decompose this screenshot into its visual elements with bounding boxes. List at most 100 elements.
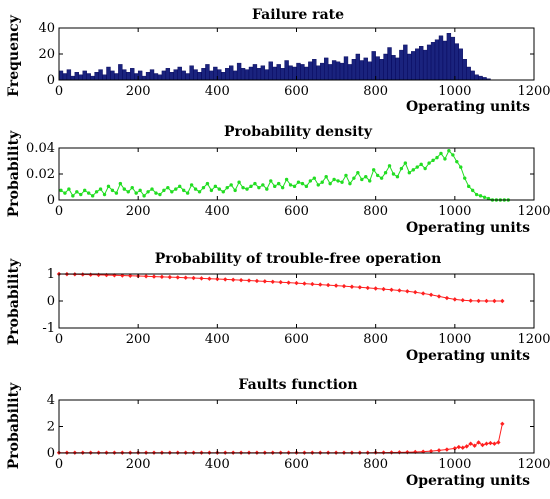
data-point <box>411 168 415 172</box>
data-point <box>328 181 332 186</box>
axes-frame <box>58 399 535 454</box>
data-point <box>423 166 427 171</box>
histogram-bar <box>213 66 218 81</box>
histogram-bar <box>177 66 182 81</box>
histogram-bar <box>316 65 321 81</box>
histogram-bar <box>478 75 483 81</box>
histogram-bar <box>399 49 404 81</box>
data-point <box>488 440 493 446</box>
histogram-bar <box>169 71 174 81</box>
data-point <box>341 283 347 289</box>
data-point <box>373 286 378 291</box>
data-point <box>447 149 451 153</box>
data-point <box>316 183 320 187</box>
data-point <box>286 280 291 285</box>
data-point <box>142 194 146 198</box>
data-point <box>296 180 301 184</box>
data-point <box>181 188 186 193</box>
histogram-bar <box>343 56 349 81</box>
histogram-bar <box>300 64 305 81</box>
histogram-bar <box>387 47 392 81</box>
histogram-bar <box>339 62 345 81</box>
data-point <box>428 292 434 297</box>
histogram-bar <box>355 53 361 81</box>
histogram-bar <box>375 56 380 81</box>
data-point <box>381 286 386 292</box>
histogram-bar <box>236 62 242 81</box>
y-tick-label: 0 <box>47 193 55 208</box>
data-point <box>455 159 459 164</box>
y-tick-label: -1 <box>42 321 55 336</box>
x-tick-label: 400 <box>205 204 230 219</box>
data-point <box>312 176 317 180</box>
histogram-bar <box>217 69 222 81</box>
y-tick-label: 0.04 <box>26 141 55 156</box>
data-point <box>88 272 93 277</box>
data-point <box>254 278 260 284</box>
data-point <box>463 176 467 180</box>
data-point <box>185 191 190 195</box>
data-point <box>233 188 237 193</box>
data-point <box>83 188 87 193</box>
data-point <box>126 190 130 194</box>
histogram-bar <box>252 64 258 81</box>
data-point <box>415 165 419 169</box>
plot-area <box>56 271 505 304</box>
data-point <box>436 294 442 299</box>
data-point <box>486 196 491 201</box>
data-point <box>146 190 150 194</box>
data-point <box>217 187 222 191</box>
histogram-bar <box>205 64 210 81</box>
data-point <box>395 175 400 179</box>
data-point <box>436 448 442 453</box>
y-axis-label: Probability <box>6 258 22 345</box>
data-point <box>405 289 410 294</box>
data-point <box>427 161 431 165</box>
data-point <box>444 447 450 452</box>
data-point <box>468 441 473 446</box>
histogram-bar <box>78 74 83 81</box>
chart-title: Probability density <box>224 124 373 140</box>
histogram-bar <box>438 35 444 81</box>
histogram-bar <box>244 69 250 81</box>
data-point <box>318 282 323 287</box>
data-point <box>151 274 157 279</box>
histogram-bar <box>284 60 289 81</box>
data-point <box>278 280 283 285</box>
x-tick-label: 1200 <box>517 457 550 472</box>
data-point <box>225 185 229 190</box>
data-point <box>110 188 115 193</box>
histogram-bar <box>74 71 79 81</box>
ticks: 0 200 400 600 800 1000 1200-101 <box>42 267 550 347</box>
data-point <box>143 274 149 279</box>
y-tick-label: 1 <box>47 267 55 282</box>
histogram-bar <box>292 66 297 81</box>
data-point <box>460 445 465 450</box>
data-point <box>320 180 324 184</box>
trouble-free-panel: Probability of trouble-free operation Pr… <box>6 251 550 364</box>
y-tick-label: 0 <box>47 73 55 88</box>
data-point <box>98 187 103 191</box>
data-point <box>215 276 220 282</box>
data-point <box>365 285 370 291</box>
data-point <box>189 183 194 187</box>
data-point <box>230 277 236 282</box>
data-point <box>205 181 210 186</box>
data-point <box>478 194 483 198</box>
data-point <box>96 272 101 278</box>
data-point <box>118 181 123 186</box>
histogram-bar <box>62 73 68 81</box>
x-tick-label: 1200 <box>517 204 550 219</box>
data-point <box>308 179 313 183</box>
histogram-bar <box>189 65 194 81</box>
plot-area <box>58 33 491 81</box>
histogram-bar <box>201 68 206 81</box>
x-tick-label: 0 <box>55 457 63 472</box>
data-point <box>360 177 364 182</box>
data-point <box>183 275 188 280</box>
histogram-bar <box>122 69 127 81</box>
data-point <box>63 191 67 195</box>
x-tick-label: 200 <box>126 332 151 347</box>
histogram-bar <box>157 74 163 81</box>
